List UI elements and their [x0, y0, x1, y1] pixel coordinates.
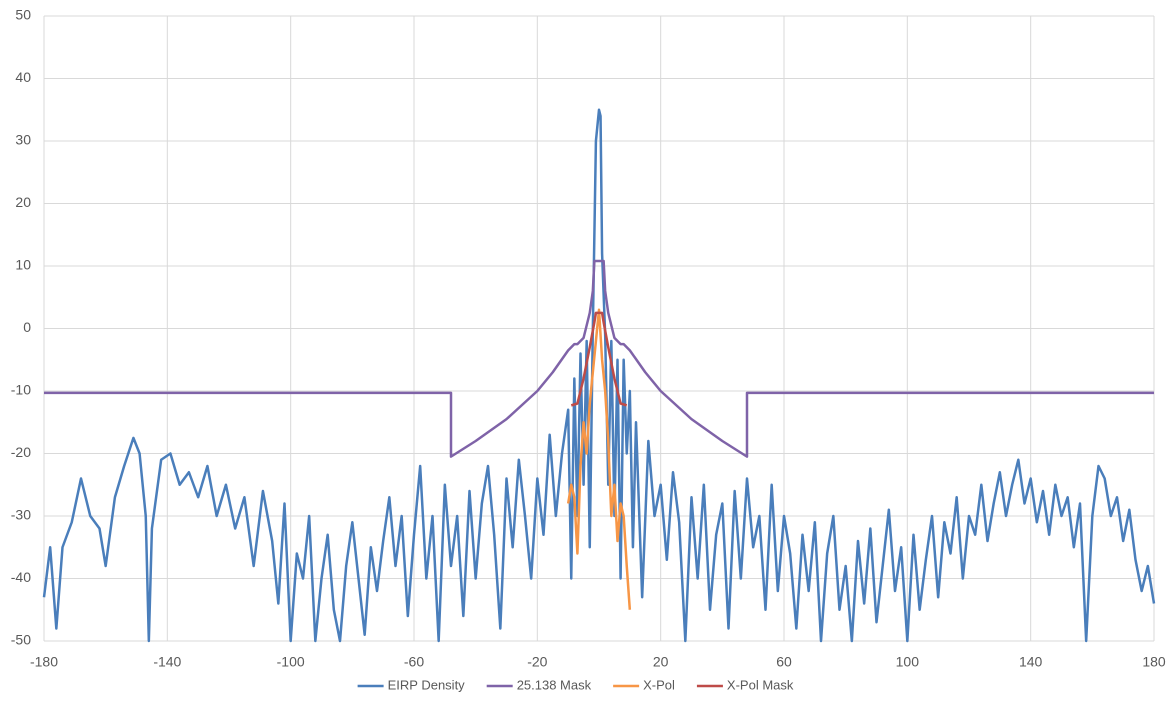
y-tick-label: 50 [15, 7, 31, 23]
series-line [570, 311, 628, 407]
x-tick-label: 180 [1142, 654, 1166, 670]
x-tick-label: 20 [653, 654, 669, 670]
y-tick-label: -30 [11, 507, 31, 523]
y-tick-label: 20 [15, 194, 31, 210]
y-tick-label: -40 [11, 569, 31, 585]
series-line [44, 259, 1154, 458]
y-tick-label: 10 [15, 257, 31, 273]
y-tick-label: -10 [11, 382, 31, 398]
x-tick-label: -140 [153, 654, 181, 670]
x-tick-label: -180 [30, 654, 58, 670]
legend-label: EIRP Density [388, 677, 466, 692]
legend-label: X-Pol [643, 677, 675, 692]
x-tick-label: -60 [404, 654, 424, 670]
series-line [566, 308, 632, 610]
series-line [42, 108, 1156, 643]
y-tick-label: 30 [15, 132, 31, 148]
x-tick-label: -100 [277, 654, 305, 670]
legend-label: 25.138 Mask [517, 677, 592, 692]
y-tick-label: 0 [23, 319, 31, 335]
y-tick-label: -20 [11, 444, 31, 460]
y-tick-label: -50 [11, 632, 31, 648]
x-tick-label: 140 [1019, 654, 1043, 670]
x-tick-label: 60 [776, 654, 792, 670]
x-tick-label: 100 [896, 654, 920, 670]
y-tick-label: 40 [15, 69, 31, 85]
x-tick-label: -20 [527, 654, 547, 670]
legend-label: X-Pol Mask [727, 677, 794, 692]
